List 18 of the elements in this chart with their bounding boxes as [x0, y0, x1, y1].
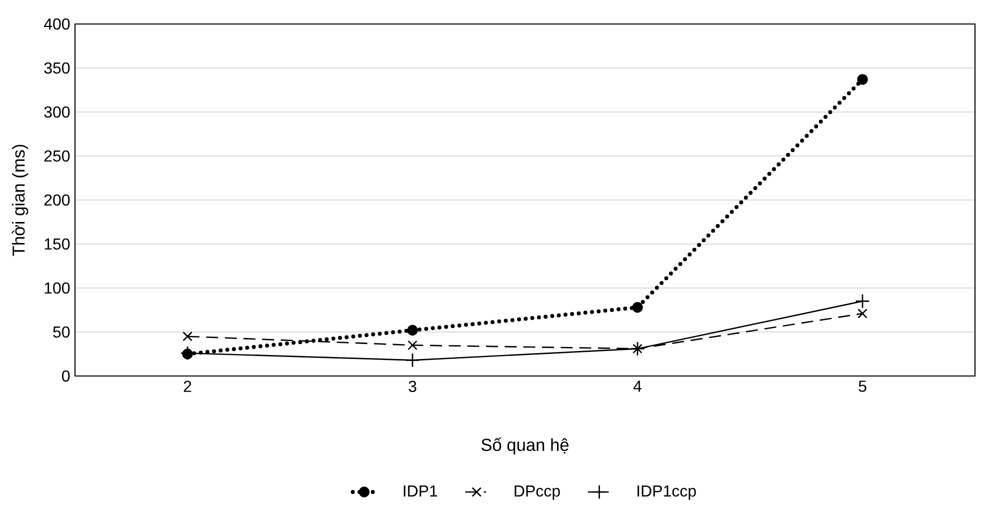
x-tick-label: 4: [633, 380, 642, 392]
y-axis-title: Thời gian (ms): [12, 144, 28, 256]
x-tick-label: 2: [184, 380, 192, 392]
y-tick-label: 150: [44, 238, 70, 250]
legend-label: DPccp: [514, 486, 560, 500]
x-tick-label: 3: [408, 380, 416, 392]
y-tick-label: 400: [44, 18, 70, 30]
y-tick-label: 250: [44, 150, 70, 162]
y-tick-label: 50: [53, 326, 70, 338]
y-tick-label: 200: [44, 194, 70, 206]
y-tick-label: 100: [44, 282, 70, 294]
y-tick-label: 0: [62, 370, 70, 382]
legend-label: IDP1: [404, 486, 438, 496]
y-tick-label: 350: [44, 62, 70, 74]
x-axis-title: Số quan hệ: [481, 438, 569, 454]
y-tick-label: 300: [44, 106, 70, 118]
legend-label: IDP1ccp: [638, 486, 696, 500]
x-tick-label: 5: [858, 380, 866, 392]
